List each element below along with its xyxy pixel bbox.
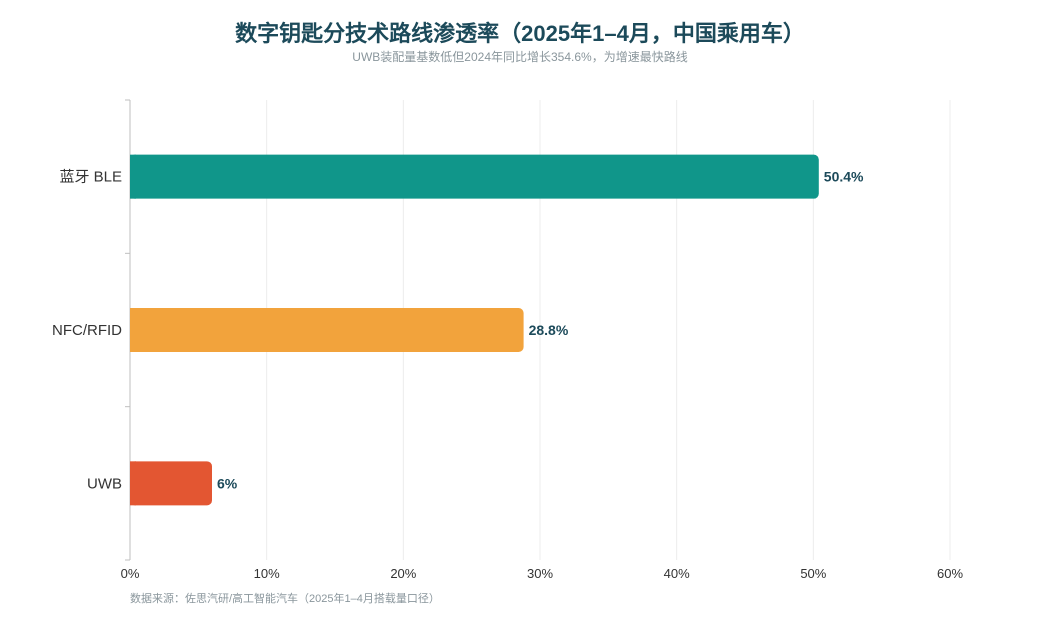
x-tick-label: 0% — [121, 566, 140, 581]
x-tick-label: 10% — [254, 566, 280, 581]
bar-base — [130, 461, 136, 506]
x-tick-label: 60% — [937, 566, 963, 581]
chart-title: 数字钥匙分技术路线渗透率（2025年1–4月，中国乘用车） — [235, 21, 805, 46]
bar — [130, 154, 819, 199]
bar-value-label: 6% — [217, 475, 238, 491]
data-source-note: 数据来源：佐思汽研/高工智能汽车（2025年1–4月搭载量口径） — [130, 593, 440, 605]
x-tick-label: 20% — [390, 566, 416, 581]
x-tick-label: 50% — [800, 566, 826, 581]
bar-base — [130, 308, 136, 352]
chart-subtitle: UWB装配量基数低但2024年同比增长354.6%，为增速最快路线 — [352, 50, 688, 64]
bar-base — [130, 154, 136, 199]
x-tick-label: 40% — [664, 566, 690, 581]
bar-value-label: 50.4% — [824, 169, 864, 185]
x-tick-label: 30% — [527, 566, 553, 581]
bar — [130, 461, 212, 506]
category-label: NFC/RFID — [52, 322, 122, 339]
category-label: UWB — [87, 475, 122, 492]
bar-value-label: 28.8% — [529, 322, 569, 338]
bar — [130, 308, 524, 352]
category-label: 蓝牙 BLE — [59, 169, 122, 186]
